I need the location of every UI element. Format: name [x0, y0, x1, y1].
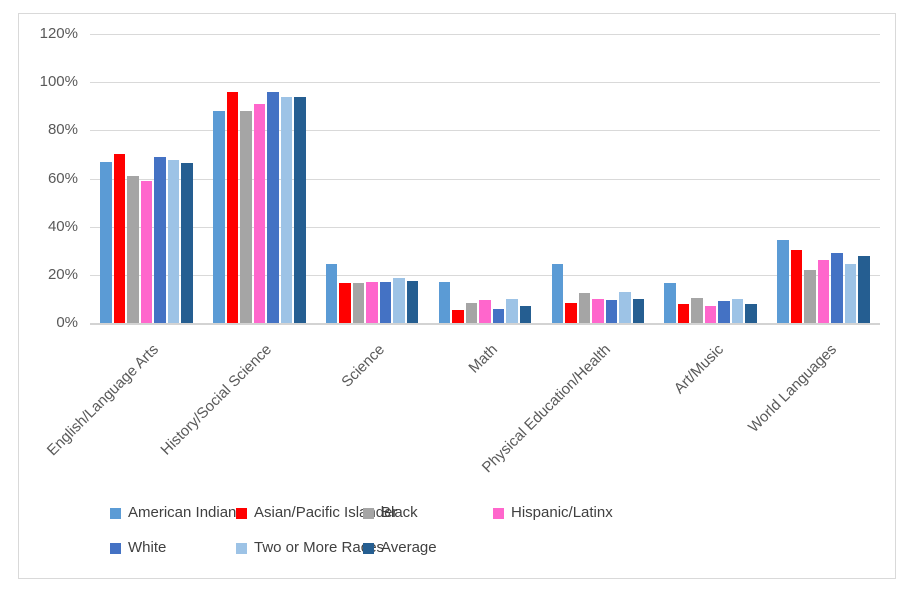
bar: [339, 283, 351, 323]
bar: [619, 291, 631, 323]
bar: [519, 306, 532, 323]
bar: [379, 282, 392, 323]
legend-label: American Indian: [128, 504, 237, 521]
bar: [551, 264, 564, 323]
bar: [100, 161, 112, 323]
legend-item: Black: [363, 504, 418, 522]
bar: [140, 180, 153, 323]
gridline: [90, 34, 880, 35]
y-axis-tick-label: 120%: [39, 25, 78, 42]
bar: [804, 270, 816, 323]
bar: [406, 280, 419, 323]
bar-group-7: [767, 34, 880, 323]
bar: [167, 160, 180, 323]
bar: [844, 264, 857, 323]
bar: [226, 91, 239, 323]
bar: [704, 306, 717, 323]
bar: [858, 255, 870, 323]
bar: [691, 297, 703, 323]
bar: [664, 283, 676, 323]
bar: [127, 176, 139, 323]
bar: [452, 309, 464, 323]
legend-label: Two or More Races: [254, 539, 385, 556]
legend-swatch-icon: [363, 507, 374, 519]
y-axis-tick-label: 80%: [47, 121, 78, 139]
gridline: [90, 82, 880, 84]
x-axis-line: [90, 323, 880, 325]
gridline: [90, 130, 880, 132]
bar: [352, 283, 365, 323]
bar: [817, 260, 830, 323]
bar-group-3: [316, 34, 429, 323]
bar: [578, 292, 591, 323]
legend-label: Hispanic/Latinx: [511, 504, 613, 521]
bar: [393, 278, 405, 323]
bar: [280, 96, 293, 323]
y-axis-tick-label: 0%: [56, 314, 78, 331]
legend-swatch-icon: [493, 507, 504, 519]
bar: [479, 300, 491, 323]
bar-group-5: [541, 34, 654, 323]
bar: [294, 96, 306, 323]
bar: [831, 253, 843, 323]
bar: [592, 298, 604, 323]
bar: [181, 162, 193, 323]
bar: [240, 111, 252, 323]
bar: [253, 103, 266, 323]
legend-item: Hispanic/Latinx: [493, 504, 613, 522]
bar-group-1: [90, 34, 203, 323]
legend-item: Two or More Races: [236, 539, 384, 557]
legend-item: Average: [363, 539, 437, 557]
bar: [790, 249, 803, 323]
bar: [632, 298, 645, 323]
bar: [213, 111, 225, 323]
legend-item: American Indian: [110, 504, 236, 522]
legend-item: Asian/Pacific Islander: [236, 504, 397, 522]
bar: [677, 303, 690, 323]
y-axis-tick-label: 20%: [47, 265, 78, 283]
legend-swatch-icon: [110, 507, 121, 519]
bar: [325, 264, 338, 323]
bar: [731, 298, 744, 323]
bar: [777, 239, 789, 323]
bar: [506, 298, 518, 323]
legend-item: White: [110, 539, 166, 557]
bar-group-6: [654, 34, 767, 323]
y-axis-tick-label: 40%: [47, 217, 78, 235]
bar-group-2: [203, 34, 316, 323]
legend-swatch-icon: [363, 542, 374, 554]
bar: [154, 156, 166, 323]
legend-swatch-icon: [236, 542, 247, 554]
bar: [492, 308, 505, 323]
legend-swatch-icon: [236, 507, 247, 519]
legend-label: White: [128, 539, 167, 556]
bar: [605, 300, 618, 323]
y-axis-tick-label: 60%: [47, 169, 78, 187]
bar: [745, 303, 757, 323]
legend-label: Black: [381, 504, 418, 521]
bar: [438, 282, 451, 323]
legend-label: Average: [381, 539, 437, 556]
bar: [465, 302, 478, 323]
y-axis-tick-label: 100%: [39, 73, 78, 91]
legend-label: Asian/Pacific Islander: [254, 504, 398, 521]
bar: [267, 91, 279, 323]
gridline: [90, 178, 880, 180]
bar-group-4: [429, 34, 542, 323]
legend-swatch-icon: [110, 542, 121, 554]
bar: [113, 154, 126, 323]
bar: [565, 302, 577, 323]
gridline: [90, 226, 880, 228]
bar: [718, 301, 730, 323]
gridline: [90, 274, 880, 276]
bar: [366, 282, 378, 323]
